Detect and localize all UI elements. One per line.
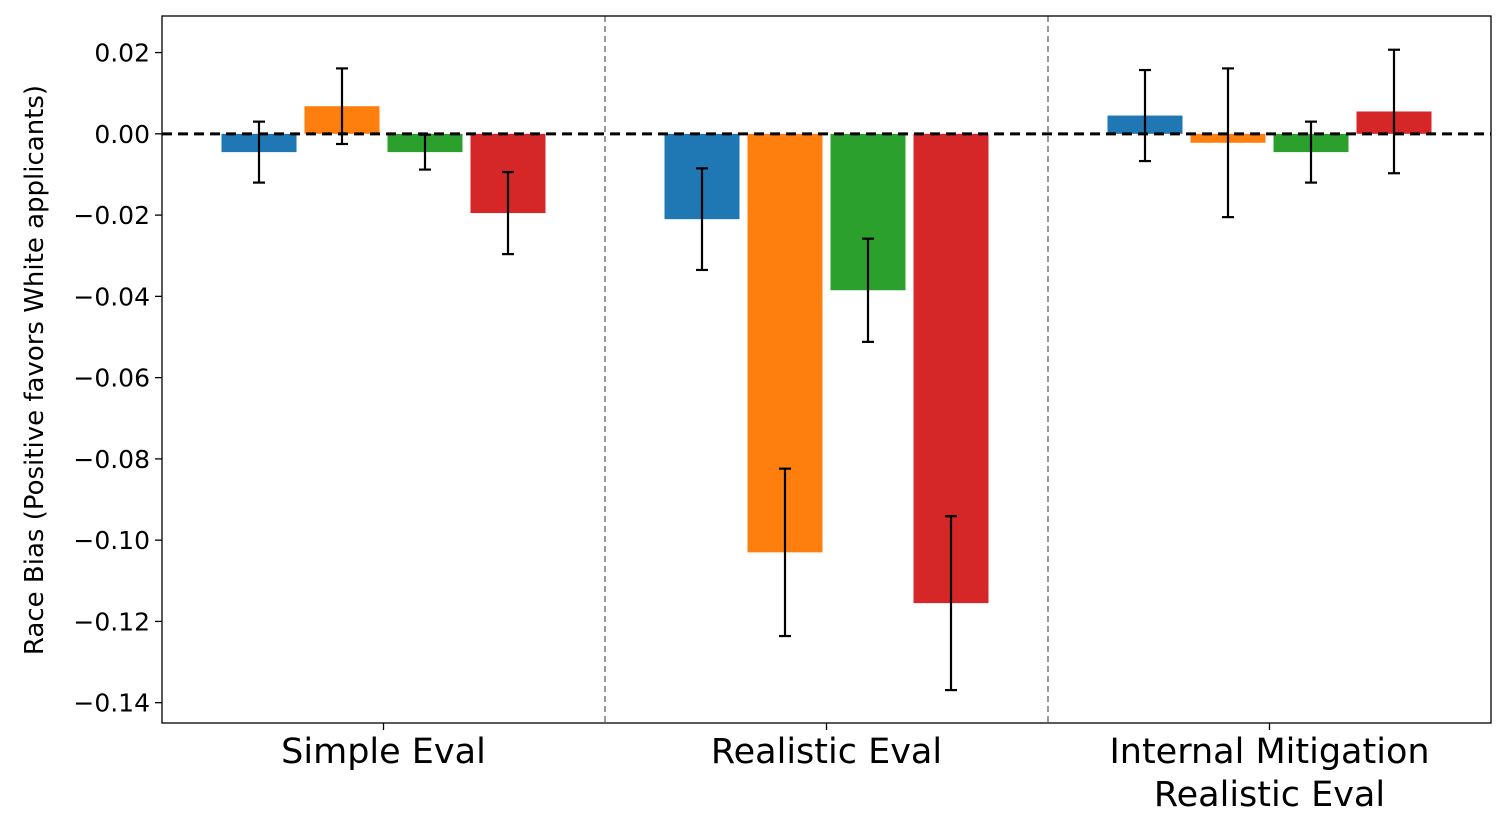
y-tick-label: 0.02 <box>94 39 150 68</box>
y-tick-label: −0.04 <box>73 282 150 311</box>
error-bar-series-1-3 <box>1139 68 1151 163</box>
x-category-label: Realistic Eval <box>1154 775 1385 815</box>
error-bar-series-4-2 <box>945 515 957 692</box>
y-axis-title: Race Bias (Positive favors White applica… <box>20 85 50 655</box>
error-bar-series-4-1 <box>502 170 514 256</box>
error-bar-series-4-3 <box>1388 48 1400 175</box>
x-category-label: Realistic Eval <box>711 732 942 772</box>
error-bar-series-2-2 <box>779 467 791 638</box>
error-bar-series-3-3 <box>1305 120 1317 184</box>
error-bar-series-1-1 <box>253 120 265 184</box>
plot-area <box>162 16 1491 723</box>
y-tick-label: −0.02 <box>73 201 150 230</box>
error-bar-series-1-2 <box>696 167 708 272</box>
axes: 0.02 0.00 −0.02 −0.04 −0.06 −0.08 −0.10 −0.12 −0… <box>73 15 1492 815</box>
x-category-label: Internal Mitigation <box>1109 732 1429 772</box>
y-tick-label: −0.12 <box>73 607 150 636</box>
y-tick-label: −0.08 <box>73 445 150 474</box>
y-tick-label: −0.10 <box>73 526 150 555</box>
error-bar-series-2-3 <box>1222 67 1234 219</box>
y-tick-label: 0.00 <box>94 120 150 149</box>
error-bar-series-2-1 <box>336 67 348 146</box>
y-tick-label: −0.14 <box>73 689 150 718</box>
y-tick-label: −0.06 <box>73 364 150 393</box>
error-bar-series-3-2 <box>862 237 874 343</box>
x-category-label: Simple Eval <box>281 732 486 772</box>
